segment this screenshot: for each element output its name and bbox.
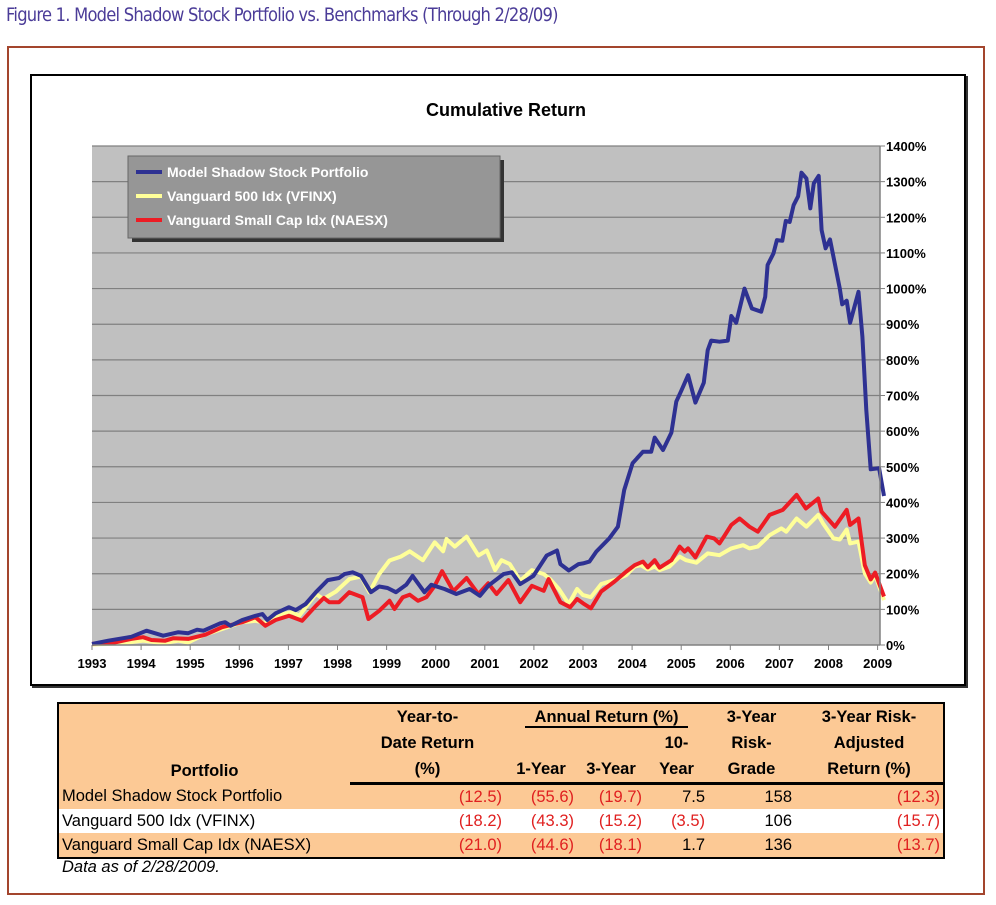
header-10y-1: 10- [664, 734, 689, 752]
y-tick-label: 700% [886, 389, 920, 404]
x-tick-label: 2003 [569, 656, 598, 671]
x-tick-label: 1999 [372, 656, 401, 671]
cell-y1: (43.3) [530, 811, 574, 830]
x-tick-label: 2005 [667, 656, 696, 671]
x-tick-label: 1996 [225, 656, 254, 671]
figure-title: Figure 1. Model Shadow Stock Portfolio v… [6, 4, 559, 26]
header-ytd-2: Date Return [380, 734, 475, 752]
portfolio-name: Model Shadow Stock Portfolio [62, 786, 283, 805]
legend-label: Vanguard 500 Idx (VFINX) [167, 188, 337, 204]
table-row: Model Shadow Stock Portfolio (12.5) (55.6)… [58, 783, 944, 809]
footnote: Data as of 2/28/2009. [62, 858, 220, 876]
x-tick-label: 1997 [274, 656, 303, 671]
y-tick-label: 300% [886, 531, 920, 546]
y-tick-label: 1400% [886, 139, 927, 154]
table-row: Vanguard Small Cap Idx (NAESX) (21.0) (44.… [58, 833, 944, 858]
header-radj-1: 3-Year Risk- [821, 708, 917, 726]
y-tick-label: 100% [886, 602, 920, 617]
portfolio-name: Vanguard 500 Idx (VFINX) [62, 811, 256, 830]
y-tick-label: 1000% [886, 282, 927, 297]
x-tick-label: 2006 [716, 656, 745, 671]
cell-grade: 158 [764, 787, 792, 806]
x-tick-label: 1994 [127, 656, 157, 671]
x-tick-label: 1998 [323, 656, 352, 671]
header-radj-3: Return (%) [795, 756, 944, 785]
cell-ytd: (18.2) [458, 811, 502, 830]
cell-y3: (19.7) [598, 787, 642, 806]
header-portfolio: Portfolio [170, 761, 239, 780]
y-tick-label: 800% [886, 353, 920, 368]
cell-y1: (44.6) [530, 835, 574, 854]
header-grade-3: Grade [708, 756, 795, 785]
header-1y: 1-Year [505, 756, 577, 785]
chart-area: Cumulative Return 0% 100% 200% 300% 400% 500%… [30, 74, 966, 686]
cell-radj: (15.7) [896, 811, 940, 830]
x-tick-label: 1993 [78, 656, 107, 671]
cell-y1: (55.6) [530, 787, 574, 806]
y-tick-label: 1200% [886, 210, 927, 225]
performance-table: Portfolio Year-to- Annual Return (%) 3-Y… [57, 702, 945, 859]
figure-frame [7, 46, 985, 895]
header-10y-2: Year [645, 756, 708, 785]
x-tick-label: 2009 [863, 656, 892, 671]
x-tick-label: 2004 [618, 656, 648, 671]
x-tick-label: 1995 [176, 656, 205, 671]
header-radj-2: Adjusted [833, 734, 905, 752]
portfolio-name: Vanguard Small Cap Idx (NAESX) [62, 835, 312, 854]
legend: Model Shadow Stock Portfolio Vanguard 500… [127, 155, 504, 242]
header-ytd-1: Year-to- [396, 708, 459, 726]
y-tick-label: 900% [886, 317, 920, 332]
series-line-0 [91, 170, 886, 646]
cell-ytd: (12.5) [458, 787, 502, 806]
x-tick-label: 2000 [421, 656, 450, 671]
cumulative-return-chart: Cumulative Return 0% 100% 200% 300% 400% 500%… [78, 100, 927, 671]
cell-radj: (12.3) [896, 787, 940, 806]
x-tick-label: 2008 [814, 656, 843, 671]
x-tick-label: 2002 [519, 656, 548, 671]
y-tick-label: 0% [886, 638, 905, 653]
header-grade-2: Risk- [731, 734, 772, 752]
header-ytd-3: (%) [350, 756, 505, 785]
y-tick-label: 400% [886, 495, 920, 510]
cell-ytd: (21.0) [458, 835, 502, 854]
x-tick-label: 2007 [765, 656, 794, 671]
header-annual-return: Annual Return (%) [524, 708, 689, 728]
header-annual-group-cell: Annual Return (%) [505, 703, 708, 730]
cell-y3: (15.2) [598, 811, 642, 830]
header-empty [505, 730, 577, 756]
y-tick-label: 500% [886, 460, 920, 475]
y-tick-label: 200% [886, 567, 920, 582]
cell-y10: 1.7 [682, 835, 705, 854]
header-3y: 3-Year [577, 756, 645, 785]
series-line-2 [91, 492, 886, 646]
y-tick-label: 600% [886, 424, 920, 439]
y-tick-label: 1300% [886, 175, 927, 190]
table-row: Vanguard 500 Idx (VFINX) (18.2) (43.3) (15.… [58, 809, 944, 833]
cell-grade: 136 [764, 835, 792, 854]
legend-label: Model Shadow Stock Portfolio [167, 164, 368, 180]
cell-y10: 7.5 [682, 787, 705, 806]
x-tick-label: 2001 [470, 656, 499, 671]
header-grade-1: 3-Year [726, 708, 777, 726]
cell-y3: (18.1) [598, 835, 642, 854]
chart-title: Cumulative Return [426, 100, 586, 120]
cell-y10: (3.5) [671, 811, 705, 830]
y-tick-label: 1100% [886, 246, 926, 261]
legend-label: Vanguard Small Cap Idx (NAESX) [167, 212, 388, 228]
header-empty [577, 730, 645, 756]
cell-grade: 106 [764, 811, 792, 830]
cell-radj: (13.7) [896, 835, 940, 854]
